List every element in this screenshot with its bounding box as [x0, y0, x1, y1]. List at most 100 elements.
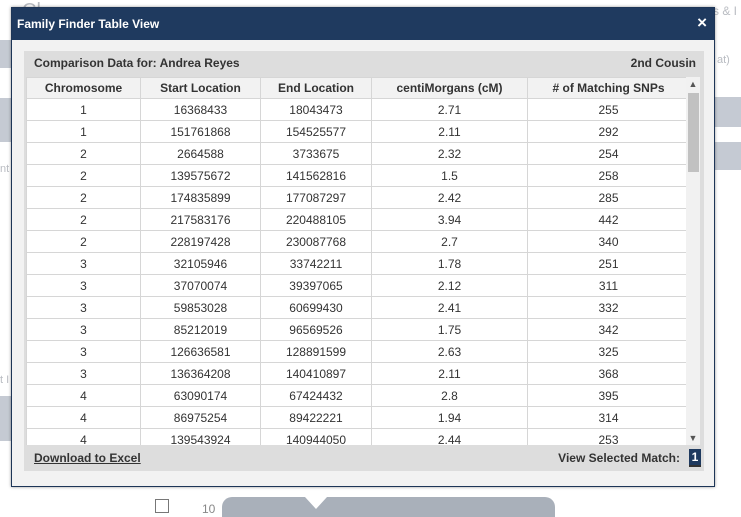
table-row[interactable]: 4 139543924 140944050 2.44 253	[26, 428, 690, 445]
matching-snps-cell: 254	[527, 142, 690, 165]
end-location-cell: 60699430	[260, 296, 372, 319]
end-location-cell: 230087768	[260, 230, 372, 253]
chromosome-cell: 3	[26, 296, 141, 319]
start-location-cell: 2664588	[140, 142, 261, 165]
relationship-label: 2nd Cousin	[630, 56, 696, 70]
start-location-cell: 126636581	[140, 340, 261, 363]
chromosome-cell: 4	[26, 406, 141, 429]
chromosome-cell: 3	[26, 362, 141, 385]
view-selected-match-label: View Selected Match:	[558, 451, 680, 465]
chromosome-cell: 4	[26, 428, 141, 445]
start-location-cell: 139543924	[140, 428, 261, 445]
segment-table-container[interactable]: Chromosome Start Location End Location c…	[26, 77, 700, 445]
matching-snps-cell: 340	[527, 230, 690, 253]
scrollbar-thumb[interactable]	[688, 93, 699, 172]
table-row[interactable]: 3 59853028 60699430 2.41 332	[26, 296, 690, 319]
chromosome-cell: 2	[26, 186, 141, 209]
end-location-cell: 96569526	[260, 318, 372, 341]
table-row[interactable]: 3 136364208 140410897 2.11 368	[26, 362, 690, 385]
matching-snps-cell: 251	[527, 252, 690, 275]
background-side-text: t I	[0, 374, 10, 386]
start-location-cell: 37070074	[140, 274, 261, 297]
chromosome-cell: 1	[26, 98, 141, 121]
end-location-cell: 177087297	[260, 186, 372, 209]
selected-match-button[interactable]: 1	[689, 449, 701, 467]
scroll-up-icon[interactable]: ▲	[688, 79, 698, 89]
matching-snps-cell: 368	[527, 362, 690, 385]
centimorgans-cell: 1.75	[371, 318, 528, 341]
background-block	[0, 40, 11, 68]
table-row[interactable]: 4 86975254 89422221 1.94 314	[26, 406, 690, 429]
column-header-centimorgans: centiMorgans (cM)	[371, 77, 528, 99]
centimorgans-cell: 2.42	[371, 186, 528, 209]
end-location-cell: 220488105	[260, 208, 372, 231]
table-row[interactable]: 2 217583176 220488105 3.94 442	[26, 208, 690, 231]
centimorgans-cell: 2.12	[371, 274, 528, 297]
end-location-cell: 39397065	[260, 274, 372, 297]
table-row[interactable]: 3 85212019 96569526 1.75 342	[26, 318, 690, 341]
column-header-start-location: Start Location	[140, 77, 261, 99]
chromosome-cell: 2	[26, 208, 141, 231]
matching-snps-cell: 253	[527, 428, 690, 445]
centimorgans-cell: 3.94	[371, 208, 528, 231]
matching-snps-cell: 342	[527, 318, 690, 341]
centimorgans-cell: 1.5	[371, 164, 528, 187]
background-side-text: at)	[717, 54, 730, 66]
start-location-cell: 174835899	[140, 186, 261, 209]
table-row[interactable]: 1 151761868 154525577 2.11 292	[26, 120, 690, 143]
chromosome-cell: 2	[26, 230, 141, 253]
scroll-down-icon[interactable]: ▼	[688, 433, 698, 443]
end-location-cell: 140410897	[260, 362, 372, 385]
end-location-cell: 128891599	[260, 340, 372, 363]
background-checkbox[interactable]	[155, 499, 169, 513]
centimorgans-cell: 2.32	[371, 142, 528, 165]
centimorgans-cell: 2.11	[371, 120, 528, 143]
centimorgans-cell: 2.41	[371, 296, 528, 319]
table-row[interactable]: 1 16368433 18043473 2.71 255	[26, 98, 690, 121]
centimorgans-cell: 2.8	[371, 384, 528, 407]
centimorgans-cell: 2.71	[371, 98, 528, 121]
background-top-right-text: s & I	[712, 4, 737, 18]
matching-snps-cell: 255	[527, 98, 690, 121]
end-location-cell: 154525577	[260, 120, 372, 143]
download-to-excel-link[interactable]: Download to Excel	[34, 451, 141, 465]
table-header-row: Chromosome Start Location End Location c…	[26, 77, 690, 99]
centimorgans-cell: 2.63	[371, 340, 528, 363]
segment-table: Chromosome Start Location End Location c…	[26, 77, 690, 445]
chromosome-cell: 2	[26, 142, 141, 165]
table-row[interactable]: 2 139575672 141562816 1.5 258	[26, 164, 690, 187]
background-tab-notch	[305, 497, 327, 509]
background-block	[715, 142, 741, 170]
dialog-title: Family Finder Table View	[17, 17, 160, 31]
end-location-cell: 140944050	[260, 428, 372, 445]
centimorgans-cell: 1.78	[371, 252, 528, 275]
table-row[interactable]: 3 126636581 128891599 2.63 325	[26, 340, 690, 363]
background-side-text: nt	[0, 163, 10, 175]
end-location-cell: 141562816	[260, 164, 372, 187]
start-location-cell: 59853028	[140, 296, 261, 319]
table-row[interactable]: 2 174835899 177087297 2.42 285	[26, 186, 690, 209]
matching-snps-cell: 325	[527, 340, 690, 363]
background-tab-pill	[222, 497, 555, 517]
close-icon[interactable]: ×	[697, 13, 707, 32]
background-number: 10	[202, 502, 216, 516]
dialog-title-bar: Family Finder Table View ×	[12, 8, 714, 40]
end-location-cell: 33742211	[260, 252, 372, 275]
table-row[interactable]: 2 228197428 230087768 2.7 340	[26, 230, 690, 253]
comparison-panel: Comparison Data for: Andrea Reyes 2nd Co…	[24, 51, 704, 471]
table-row[interactable]: 2 2664588 3733675 2.32 254	[26, 142, 690, 165]
table-row[interactable]: 4 63090174 67424432 2.8 395	[26, 384, 690, 407]
matching-snps-cell: 285	[527, 186, 690, 209]
table-scrollbar[interactable]: ▲ ▼	[686, 77, 700, 445]
start-location-cell: 32105946	[140, 252, 261, 275]
centimorgans-cell: 2.44	[371, 428, 528, 445]
matching-snps-cell: 314	[527, 406, 690, 429]
table-row[interactable]: 3 32105946 33742211 1.78 251	[26, 252, 690, 275]
background-block	[0, 98, 11, 142]
panel-header: Comparison Data for: Andrea Reyes 2nd Co…	[24, 51, 704, 75]
table-row[interactable]: 3 37070074 39397065 2.12 311	[26, 274, 690, 297]
centimorgans-cell: 2.11	[371, 362, 528, 385]
family-finder-dialog: Family Finder Table View × Comparison Da…	[11, 7, 715, 487]
centimorgans-cell: 2.7	[371, 230, 528, 253]
